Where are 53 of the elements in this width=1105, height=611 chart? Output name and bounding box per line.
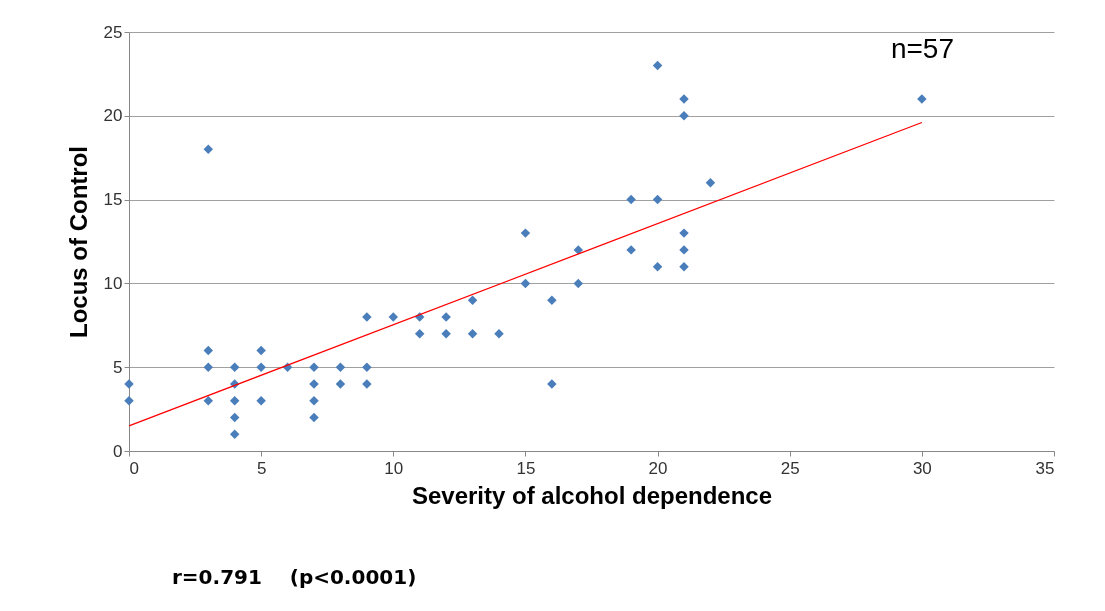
point <box>520 228 531 238</box>
point <box>203 395 214 406</box>
point <box>626 245 636 255</box>
point <box>573 245 584 255</box>
y-axis-title: Locus of Control <box>64 146 92 338</box>
point <box>229 429 240 439</box>
point <box>335 362 346 372</box>
point <box>309 395 319 406</box>
point <box>335 379 346 389</box>
y-tick-label: 0 <box>113 441 123 461</box>
annotation: n=57 <box>890 33 954 64</box>
y-tick-label: 20 <box>103 106 123 126</box>
y-tick-label: 5 <box>113 357 123 377</box>
point <box>547 295 557 305</box>
point <box>256 345 266 356</box>
point <box>573 278 584 289</box>
point <box>467 295 478 305</box>
y-tick-label: 15 <box>103 190 123 210</box>
x-tick-label: 25 <box>780 458 800 478</box>
point <box>256 362 266 372</box>
point <box>494 328 504 339</box>
point <box>229 362 240 372</box>
point <box>520 278 531 289</box>
point <box>679 261 689 272</box>
x-tick-label: 10 <box>384 458 404 478</box>
point <box>203 362 214 372</box>
point <box>362 362 372 372</box>
y-tick-label: 10 <box>103 273 123 293</box>
point <box>388 312 399 322</box>
text: r=0.791 (p<0.0001) <box>172 565 417 589</box>
point <box>652 60 663 71</box>
point <box>441 328 451 339</box>
x-axis-title: Severity of alcohol dependence <box>411 481 773 509</box>
point <box>309 412 319 423</box>
point <box>652 261 663 272</box>
point <box>203 345 214 356</box>
point <box>256 395 266 406</box>
x-tick-label: 30 <box>912 458 932 478</box>
point <box>229 412 240 423</box>
x-tick-label: 20 <box>648 458 668 478</box>
x-tick-label: 35 <box>1035 458 1055 478</box>
point <box>705 178 716 188</box>
x-tick-label: 5 <box>256 458 267 478</box>
point <box>467 328 478 339</box>
point <box>652 194 663 205</box>
point <box>124 395 134 406</box>
y-tick-label: 25 <box>103 22 123 42</box>
x-tick-label: 15 <box>516 458 536 478</box>
point <box>229 395 240 406</box>
point <box>414 328 425 339</box>
point <box>203 144 214 155</box>
x-tick-label: 0 <box>129 458 139 478</box>
point <box>626 194 636 205</box>
